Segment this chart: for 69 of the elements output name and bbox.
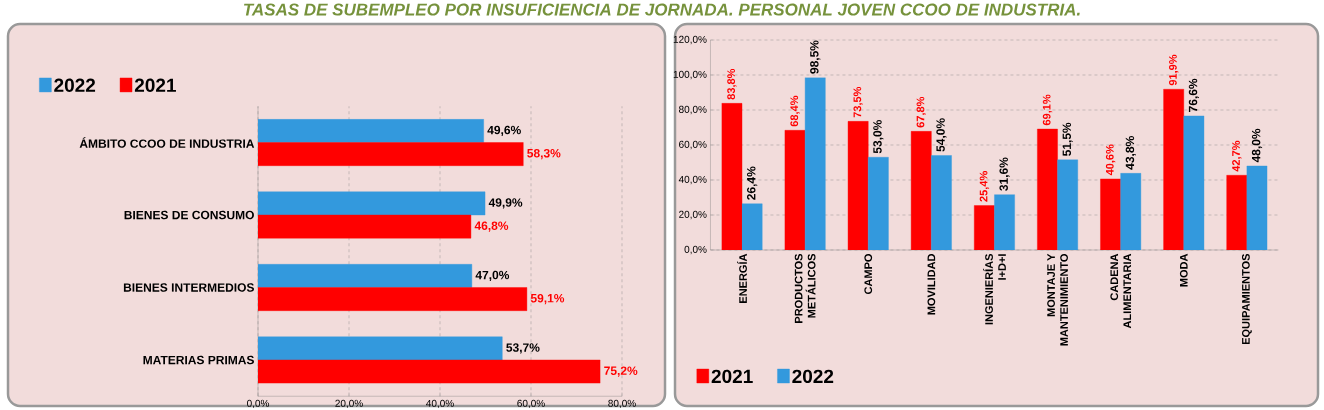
data-label: 83,8% [727, 68, 737, 100]
data-label: 43,8% [1125, 136, 1136, 170]
x-tick-label: 0,0% [247, 399, 270, 409]
bar [931, 155, 952, 250]
bar [258, 336, 503, 361]
data-label: 58,3% [527, 148, 561, 160]
bar [1057, 159, 1078, 250]
data-label: 75,2% [604, 366, 638, 377]
data-label: 73,5% [853, 86, 863, 118]
x-tick-label: INGENIERÍAS I+D+I [983, 253, 1006, 325]
data-label: 40,6% [1105, 144, 1116, 176]
data-label: 98,5% [810, 40, 821, 74]
x-tick-label: CADENA ALIMENTARIA [1110, 253, 1132, 329]
x-tick-label: 20,0% [335, 399, 363, 409]
bar [994, 194, 1015, 250]
y-tick-label: MATERIAS PRIMAS [143, 355, 254, 365]
y-tick-label: BIENES DE CONSUMO [124, 210, 254, 220]
y-tick-label: ÁMBITO CCOO DE INDUSTRIA [79, 137, 255, 148]
y-tick-label: BIENES INTERMEDIOS [123, 283, 254, 292]
y-tick-label: 120,0% [673, 35, 707, 45]
legend-label: 2022 [54, 78, 96, 93]
data-label: 51,5% [1062, 122, 1073, 156]
y-tick-label: 60,0% [679, 140, 707, 150]
bar [868, 157, 889, 250]
data-label: 91,9% [1169, 54, 1179, 86]
bar [258, 119, 484, 143]
data-label: 49,9% [488, 198, 523, 209]
data-label: 49,6% [487, 125, 521, 137]
x-tick-label: MONTAJE Y MANTENIMIENTO [1047, 253, 1068, 346]
legend-label: 2021 [134, 78, 176, 93]
y-tick-label: 40,0% [678, 175, 707, 185]
x-tick-label: EQUIPAMIENTOS [1241, 253, 1252, 345]
x-tick-label: 60,0% [517, 399, 545, 409]
data-label: 25,4% [979, 171, 990, 202]
bar [258, 264, 473, 288]
bar [804, 77, 826, 250]
bar [1183, 115, 1205, 250]
y-tick-label: 80,0% [679, 105, 707, 115]
data-label: 67,8% [916, 96, 926, 128]
x-tick-label: MOVILIDAD [927, 253, 936, 315]
data-label: 53,7% [506, 343, 540, 354]
data-label: 31,6% [999, 157, 1010, 191]
bar [1120, 173, 1142, 250]
x-tick-label: 80,0% [608, 399, 636, 409]
data-label: 47,0% [475, 270, 510, 282]
bar [1246, 165, 1268, 250]
data-label: 59,1% [530, 293, 565, 305]
x-tick-label: MODA [1179, 253, 1188, 287]
data-label: 53,0% [873, 120, 884, 154]
x-tick-label: CAMPO [864, 254, 873, 295]
legend-label: 2021 [711, 369, 753, 384]
x-tick-label: PRODUCTOS METÁLICOS [794, 253, 816, 323]
y-tick-label: 100,0% [673, 70, 707, 80]
data-label: 42,7% [1232, 140, 1242, 172]
data-label: 68,4% [790, 95, 800, 127]
x-tick-label: ENERGÍA [737, 253, 747, 303]
bar [741, 203, 763, 250]
legend-label: 2022 [792, 369, 834, 384]
data-label: 26,4% [747, 166, 758, 200]
data-label: 54,0% [936, 118, 947, 152]
data-label: 69,1% [1042, 94, 1053, 126]
y-tick-label: 0,0% [684, 245, 707, 255]
text: TASAS DE SUBEMPLEO POR INSUFICIENCIA DE JORNADA. PERSONAL JOVEN CCOO DE INDUSTRIA. [244, 3, 1080, 16]
data-label: 76,6% [1188, 78, 1199, 112]
data-label: 46,8% [474, 221, 509, 232]
bar [258, 191, 486, 216]
y-tick-label: 20,0% [679, 210, 707, 220]
data-label: 48,0% [1251, 128, 1263, 163]
x-tick-label: 40,0% [426, 399, 454, 409]
